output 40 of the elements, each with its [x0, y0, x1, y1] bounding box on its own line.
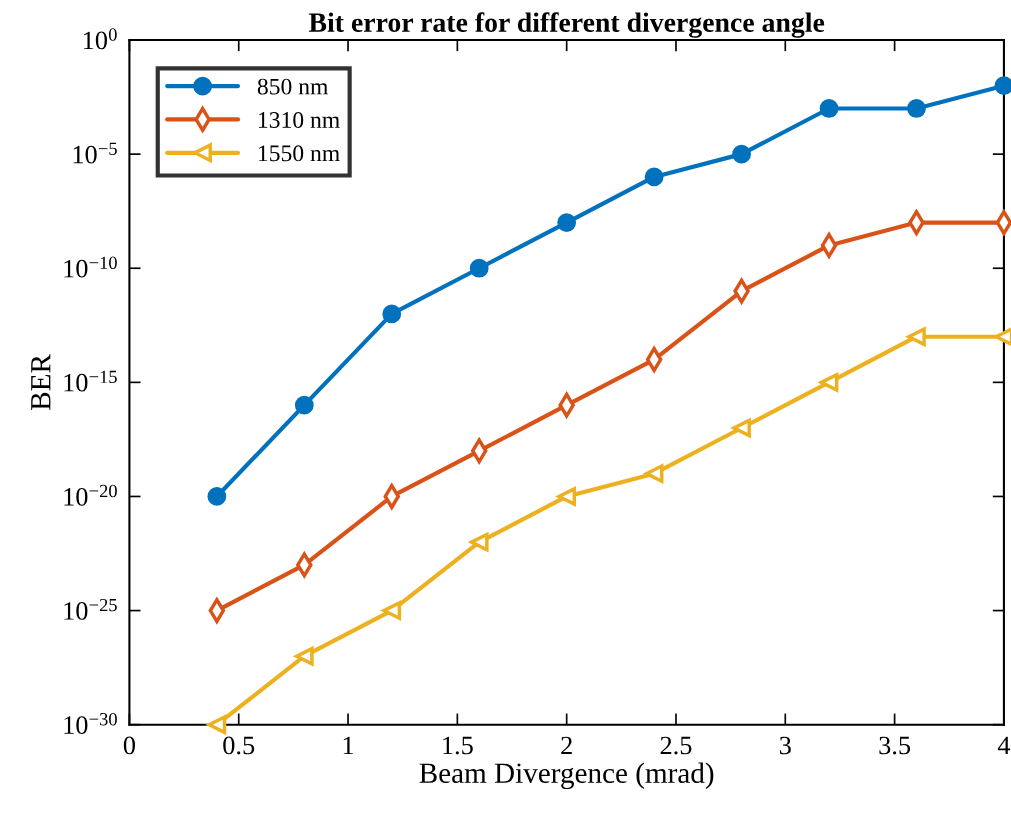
legend-label: 850 nm	[257, 78, 329, 95]
x-axis-title: Beam Divergence (mrad)	[419, 762, 714, 790]
point	[469, 258, 489, 278]
point	[817, 372, 839, 393]
point	[732, 144, 751, 164]
point	[207, 487, 227, 506]
y-tick-label: 10$^{0}$	[83, 28, 117, 50]
point	[294, 646, 314, 666]
y-tick-label: 10$^{−20}$	[64, 484, 117, 506]
point	[382, 304, 402, 324]
x-tick-label: 0	[123, 736, 135, 755]
y-tick-label: 10$^{−15}$	[64, 370, 117, 392]
point	[907, 99, 926, 118]
point	[819, 99, 839, 118]
x-tick-label: 1.5	[443, 736, 473, 755]
point	[644, 167, 664, 187]
point	[294, 395, 314, 415]
x-tick-label: 0.5	[223, 736, 255, 755]
chart-title: Bit error rate for different divergence angle	[308, 12, 825, 38]
y-tick-label: 10$^{−10}$	[64, 256, 117, 278]
y-tick-label: 10$^{−30}$	[64, 712, 117, 735]
x-tick-label: 3.5	[879, 736, 911, 755]
x-tick-label: 4	[997, 736, 1011, 755]
point	[732, 418, 751, 438]
point	[469, 532, 489, 552]
point	[557, 487, 577, 506]
x-tick-label: 1	[343, 736, 354, 755]
legend-label: 1310 nm	[258, 112, 340, 128]
x-tick-label: 2	[561, 736, 572, 755]
point	[557, 213, 577, 232]
y-tick-label: 10$^{−25}$	[64, 598, 117, 620]
x-tick-label: 3	[779, 736, 791, 755]
point	[382, 601, 402, 620]
y-axis-title: BER	[31, 354, 51, 410]
point	[642, 463, 664, 484]
point	[907, 327, 926, 347]
x-tick-label: 2.5	[660, 736, 692, 755]
legend-label: 1550 nm	[258, 145, 340, 162]
y-tick-label: 10$^{−5}$	[73, 142, 117, 164]
point	[207, 715, 227, 735]
